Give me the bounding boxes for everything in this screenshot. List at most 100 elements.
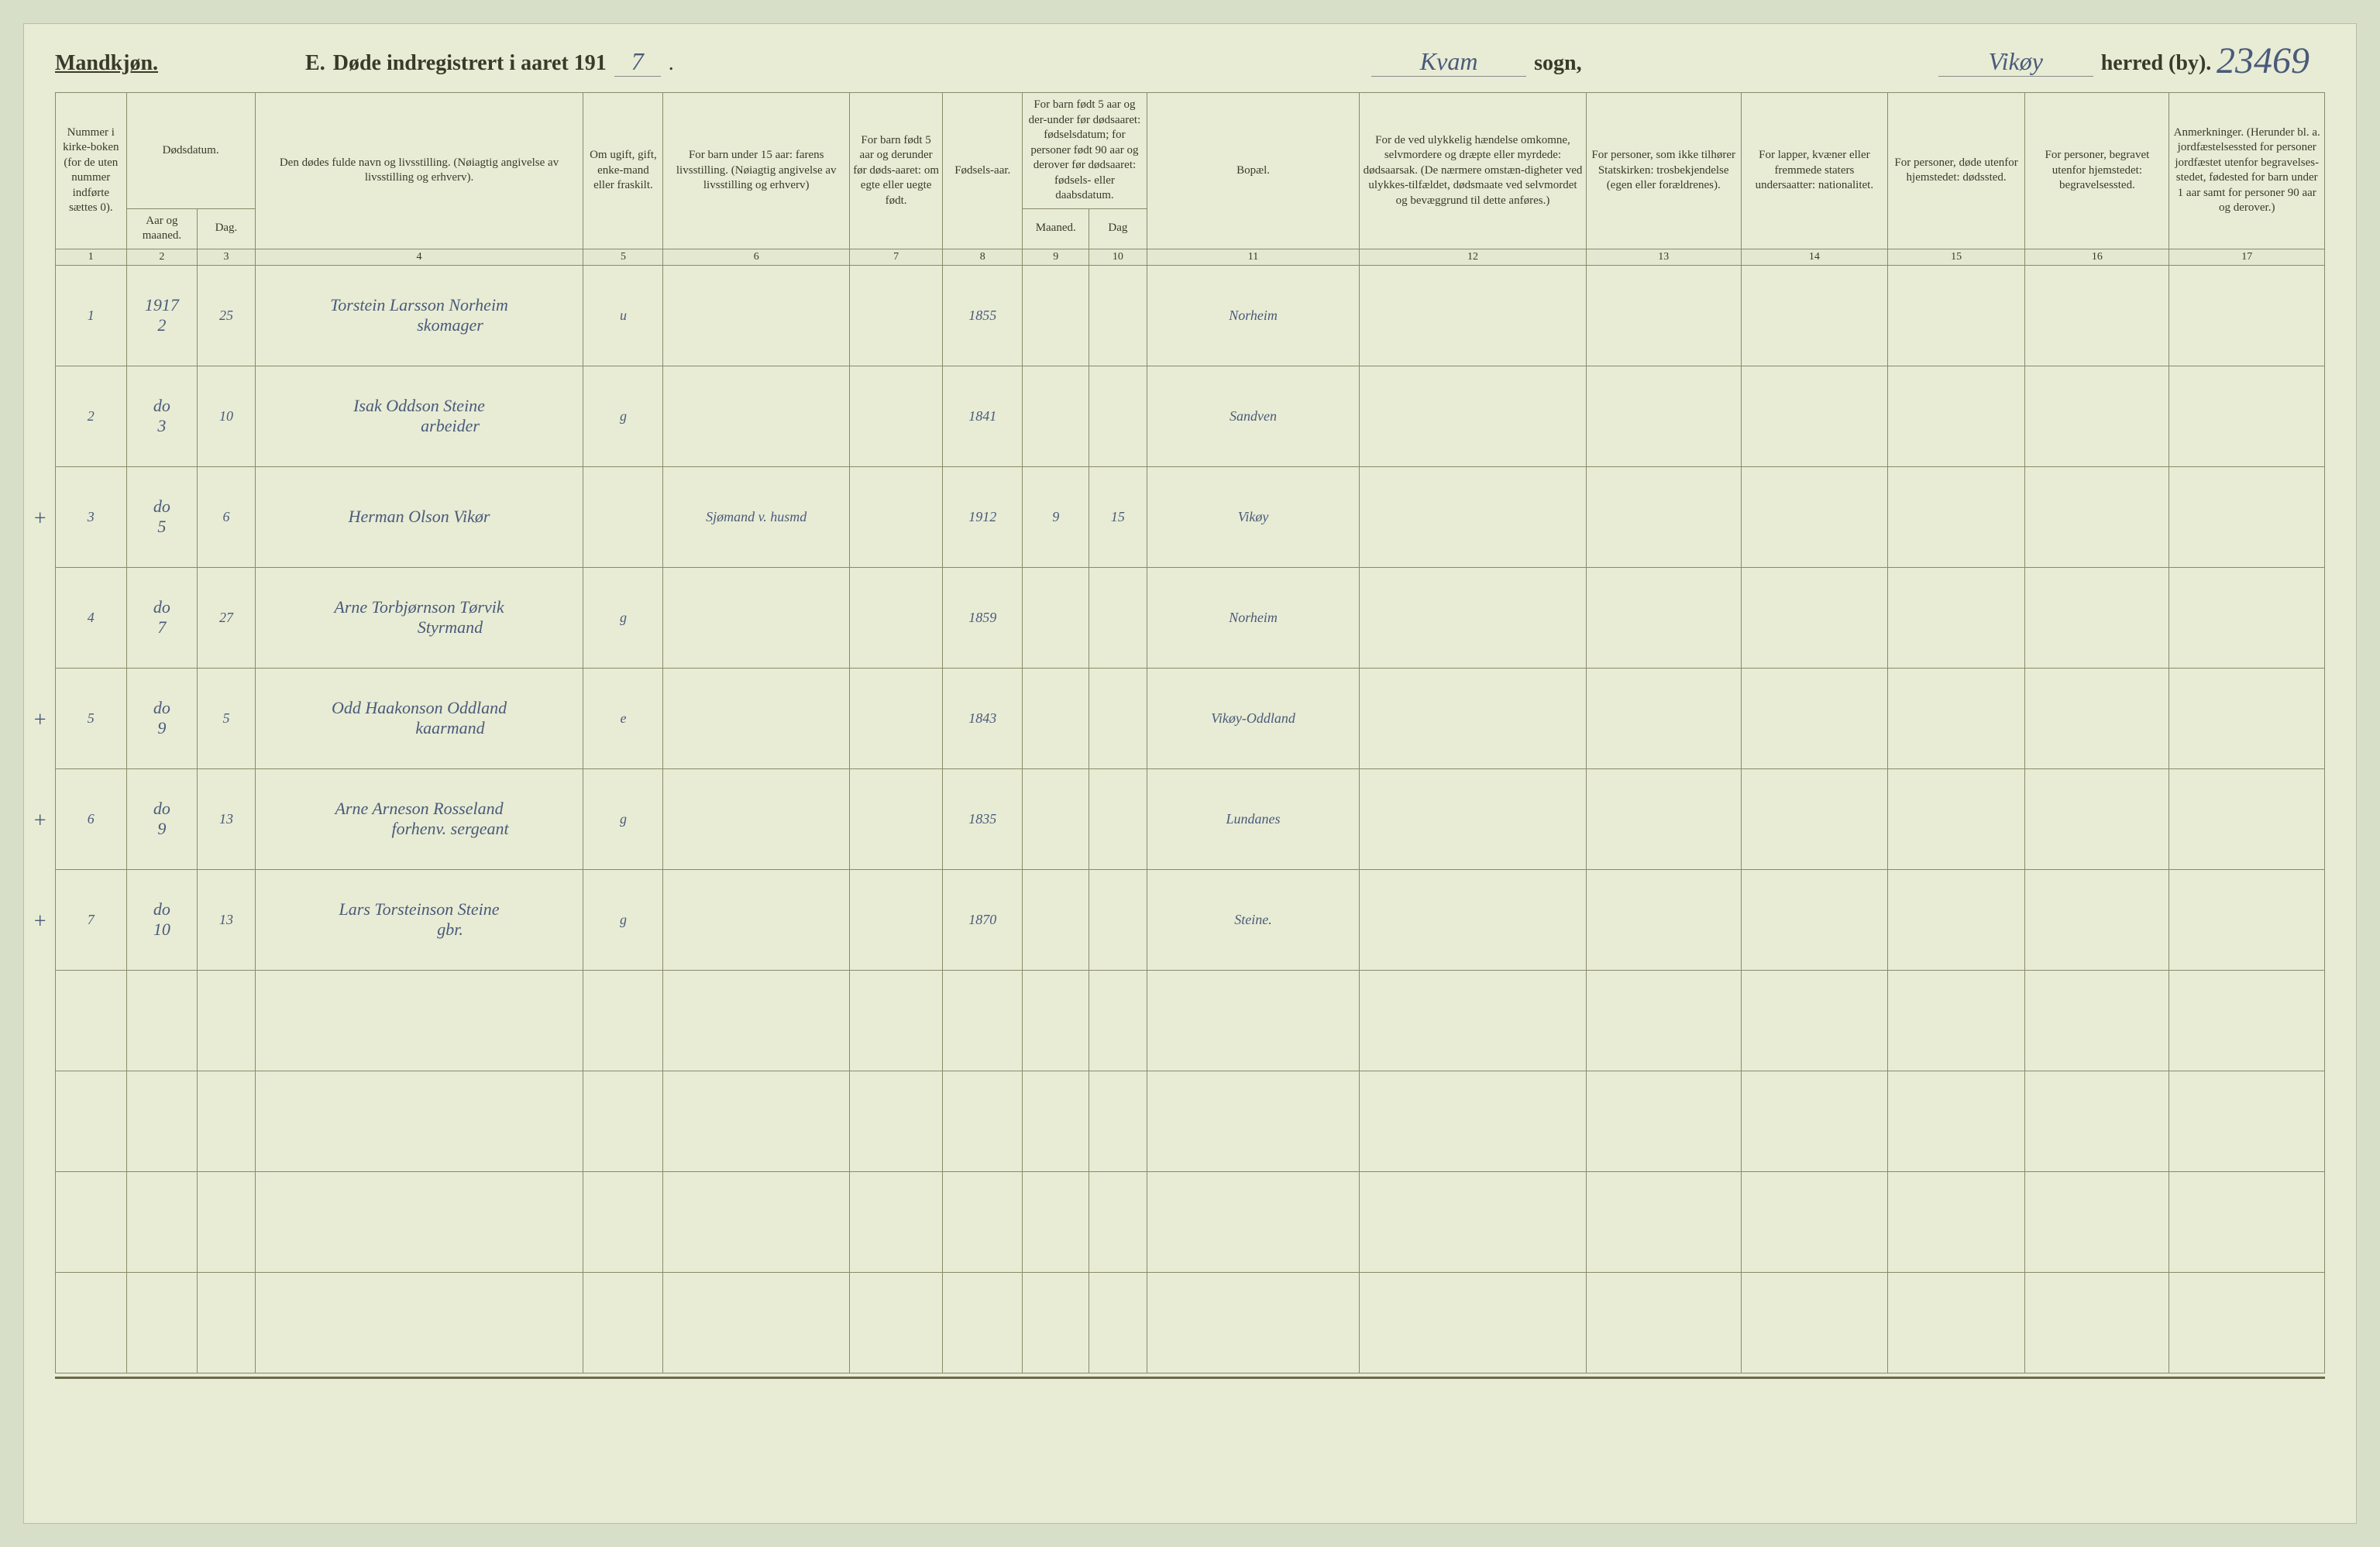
row-number: 6+ bbox=[56, 768, 127, 869]
empty-cell bbox=[1741, 1171, 1887, 1272]
empty-cell bbox=[849, 1071, 942, 1171]
confession bbox=[1586, 366, 1741, 466]
sogn-label: sogn, bbox=[1534, 51, 1581, 76]
empty-cell bbox=[1089, 1071, 1147, 1171]
nationality bbox=[1741, 265, 1887, 366]
table-row: 4do727Arne Torbjørnson TørvikStyrmandg18… bbox=[56, 567, 2325, 668]
empty-cell bbox=[943, 970, 1023, 1071]
death-place bbox=[1887, 768, 2025, 869]
empty-cell bbox=[1023, 1272, 1089, 1373]
empty-cell bbox=[198, 970, 255, 1071]
burial-place bbox=[2025, 366, 2169, 466]
remarks bbox=[2169, 567, 2325, 668]
nationality bbox=[1741, 466, 1887, 567]
death-place bbox=[1887, 668, 2025, 768]
column-number: 13 bbox=[1586, 249, 1741, 265]
empty-cell bbox=[663, 1272, 850, 1373]
empty-cell bbox=[2025, 1071, 2169, 1171]
empty-cell bbox=[1586, 1071, 1741, 1171]
column-number: 3 bbox=[198, 249, 255, 265]
column-number: 9 bbox=[1023, 249, 1089, 265]
col-11-header: Bopæl. bbox=[1147, 93, 1360, 249]
cause-of-death bbox=[1360, 265, 1586, 366]
empty-cell bbox=[1147, 1071, 1360, 1171]
death-place bbox=[1887, 265, 2025, 366]
empty-cell bbox=[1360, 1071, 1586, 1171]
death-year-month: do5 bbox=[126, 466, 198, 567]
column-number: 2 bbox=[126, 249, 198, 265]
empty-cell bbox=[1147, 1272, 1360, 1373]
table-row bbox=[56, 1171, 2325, 1272]
table-row: 5+do95Odd Haakonson Oddlandkaarmande1843… bbox=[56, 668, 2325, 768]
empty-cell bbox=[1741, 970, 1887, 1071]
empty-cell bbox=[943, 1171, 1023, 1272]
column-number: 10 bbox=[1089, 249, 1147, 265]
row-marker: + bbox=[33, 809, 47, 834]
birth-month bbox=[1023, 869, 1089, 970]
death-place bbox=[1887, 567, 2025, 668]
birth-year: 1870 bbox=[943, 869, 1023, 970]
col-13-header: For personer, som ikke tilhører Statskir… bbox=[1586, 93, 1741, 249]
empty-cell bbox=[2025, 1272, 2169, 1373]
empty-cell bbox=[198, 1171, 255, 1272]
empty-cell bbox=[255, 1171, 583, 1272]
death-place bbox=[1887, 466, 2025, 567]
empty-cell bbox=[56, 970, 127, 1071]
col-9-header: Maaned. bbox=[1023, 208, 1089, 249]
confession bbox=[1586, 768, 1741, 869]
birth-day bbox=[1089, 265, 1147, 366]
table-body: 11917225Torstein Larsson Norheimskomager… bbox=[56, 265, 2325, 1373]
empty-cell bbox=[943, 1272, 1023, 1373]
col-1-header: Nummer i kirke-boken (for de uten nummer… bbox=[56, 93, 127, 249]
cause-of-death bbox=[1360, 668, 1586, 768]
empty-cell bbox=[943, 1071, 1023, 1171]
col-6-header: For barn under 15 aar: farens livsstilli… bbox=[663, 93, 850, 249]
empty-cell bbox=[2025, 1171, 2169, 1272]
empty-cell bbox=[1023, 1171, 1089, 1272]
remarks bbox=[2169, 265, 2325, 366]
confession bbox=[1586, 567, 1741, 668]
table-row: 11917225Torstein Larsson Norheimskomager… bbox=[56, 265, 2325, 366]
marital-status: u bbox=[583, 265, 663, 366]
father-occupation bbox=[663, 567, 850, 668]
page-number-annotation: 23469 bbox=[2217, 40, 2309, 82]
row-number: 7+ bbox=[56, 869, 127, 970]
father-occupation bbox=[663, 668, 850, 768]
birth-day bbox=[1089, 668, 1147, 768]
cause-of-death bbox=[1360, 768, 1586, 869]
ledger-page: 23469 Mandkjøn. E. Døde indregistrert i … bbox=[23, 23, 2357, 1524]
column-number: 11 bbox=[1147, 249, 1360, 265]
empty-cell bbox=[1887, 970, 2025, 1071]
col-3-header: Dag. bbox=[198, 208, 255, 249]
burial-place bbox=[2025, 265, 2169, 366]
empty-cell bbox=[1089, 1171, 1147, 1272]
empty-cell bbox=[1586, 1171, 1741, 1272]
birth-year: 1859 bbox=[943, 567, 1023, 668]
register-table: Nummer i kirke-boken (for de uten nummer… bbox=[55, 92, 2325, 1373]
column-number: 14 bbox=[1741, 249, 1887, 265]
column-number: 16 bbox=[2025, 249, 2169, 265]
death-day: 27 bbox=[198, 567, 255, 668]
legitimacy bbox=[849, 366, 942, 466]
birth-day bbox=[1089, 768, 1147, 869]
bottom-rule bbox=[55, 1377, 2325, 1379]
empty-cell bbox=[56, 1071, 127, 1171]
death-day: 13 bbox=[198, 869, 255, 970]
col-5-header: Om ugift, gift, enke-mand eller fraskilt… bbox=[583, 93, 663, 249]
column-number: 1 bbox=[56, 249, 127, 265]
death-year-month: do10 bbox=[126, 869, 198, 970]
table-row: 7+do1013Lars Torsteinson Steinegbr.g1870… bbox=[56, 869, 2325, 970]
empty-cell bbox=[126, 1272, 198, 1373]
nationality bbox=[1741, 768, 1887, 869]
column-number: 6 bbox=[663, 249, 850, 265]
empty-cell bbox=[255, 1071, 583, 1171]
empty-cell bbox=[198, 1071, 255, 1171]
father-occupation bbox=[663, 366, 850, 466]
legitimacy bbox=[849, 466, 942, 567]
name-occupation: Herman Olson Vikør bbox=[255, 466, 583, 567]
column-number: 7 bbox=[849, 249, 942, 265]
empty-cell bbox=[2025, 970, 2169, 1071]
residence: Vikøy bbox=[1147, 466, 1360, 567]
marital-status: g bbox=[583, 366, 663, 466]
table-row bbox=[56, 1071, 2325, 1171]
